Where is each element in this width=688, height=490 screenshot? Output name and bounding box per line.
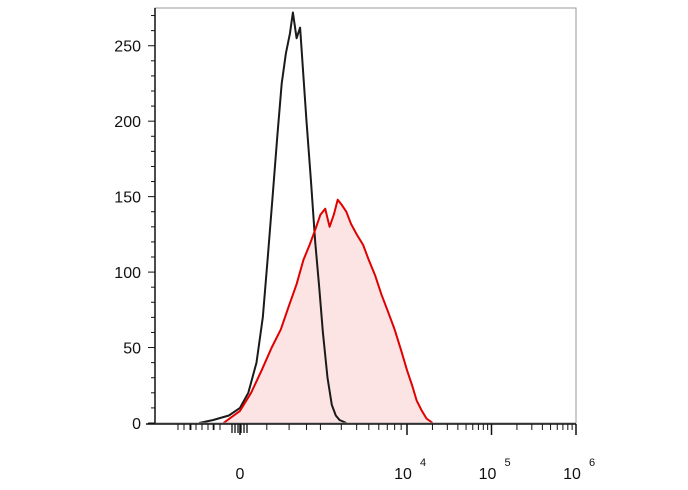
series-line-1 (222, 198, 434, 424)
series-fill-1 (223, 199, 433, 423)
series-layer (198, 11, 434, 424)
axes-layer: 0 50 100 150 200 250 0 10 4 10 5 10 6 (114, 8, 595, 483)
x-tick-label: 0 (236, 466, 245, 483)
series-line-0 (198, 11, 347, 424)
x-tick-label: 10 (563, 466, 581, 483)
y-tick-label: 250 (114, 39, 141, 56)
y-tick-label: 50 (123, 341, 141, 358)
y-tick-label: 0 (132, 416, 141, 433)
y-tick-label: 150 (114, 190, 141, 207)
x-tick-exponent: 4 (420, 457, 426, 469)
x-tick-label: 10 (479, 466, 497, 483)
y-tick-label: 200 (114, 114, 141, 131)
x-tick-exponent: 6 (589, 457, 595, 469)
x-tick-label: 10 (394, 466, 412, 483)
x-tick-exponent: 5 (505, 457, 511, 469)
y-tick-label: 100 (114, 265, 141, 282)
